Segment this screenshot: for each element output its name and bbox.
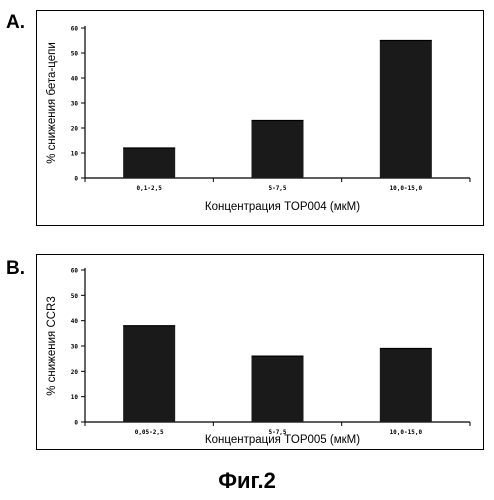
category-label: 10,0-15,0 xyxy=(390,429,423,436)
bar-1 xyxy=(123,326,175,422)
category-label: 0,05-2,5 xyxy=(135,429,164,436)
y-tick-label: 30 xyxy=(71,344,79,351)
x-axis-label: Концентрация TOP005 (мкМ) xyxy=(205,434,360,446)
figure-caption: Фиг.2 xyxy=(0,468,494,494)
y-axis-label: % снижения CCR3 xyxy=(46,296,58,396)
y-tick-label: 10 xyxy=(71,394,79,401)
y-tick-label: 0 xyxy=(74,420,78,427)
bar-3 xyxy=(380,349,432,422)
y-tick-label: 50 xyxy=(71,293,79,300)
bar-2 xyxy=(252,356,304,422)
y-tick-label: 40 xyxy=(71,318,79,325)
y-tick-label: 60 xyxy=(71,268,79,275)
y-tick-label: 20 xyxy=(71,369,79,376)
